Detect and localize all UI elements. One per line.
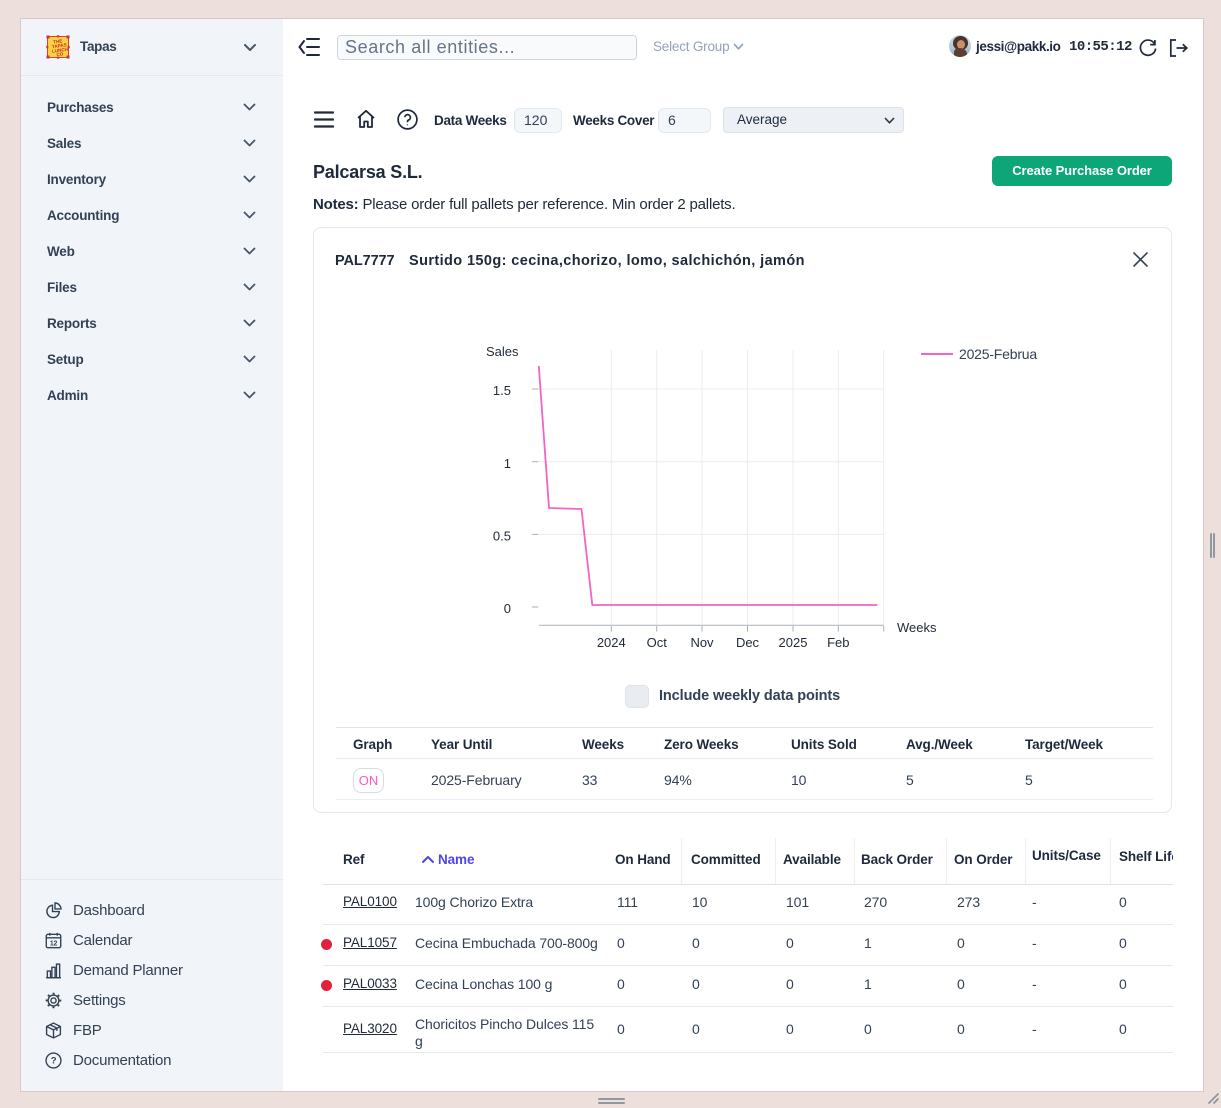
svg-text:Sales: Sales — [486, 344, 519, 359]
svg-text:Nov: Nov — [690, 635, 714, 650]
svg-text:1.5: 1.5 — [493, 383, 511, 398]
svg-text:Dec: Dec — [736, 635, 760, 650]
svg-text:2024: 2024 — [597, 635, 626, 650]
svg-text:Weeks: Weeks — [897, 620, 937, 635]
svg-text:Feb: Feb — [827, 635, 849, 650]
svg-text:1: 1 — [504, 456, 511, 471]
svg-text:THE: THE — [53, 38, 63, 44]
svg-text:LUNCH: LUNCH — [52, 47, 69, 54]
svg-text:0.5: 0.5 — [493, 528, 511, 543]
svg-text:12: 12 — [50, 940, 58, 947]
svg-text:TAPAS: TAPAS — [52, 42, 67, 49]
svg-text:CO: CO — [56, 51, 64, 57]
svg-text:2025: 2025 — [779, 635, 808, 650]
svg-text:0: 0 — [504, 601, 511, 616]
svg-text:?: ? — [51, 1056, 57, 1067]
svg-text:Oct: Oct — [647, 635, 668, 650]
